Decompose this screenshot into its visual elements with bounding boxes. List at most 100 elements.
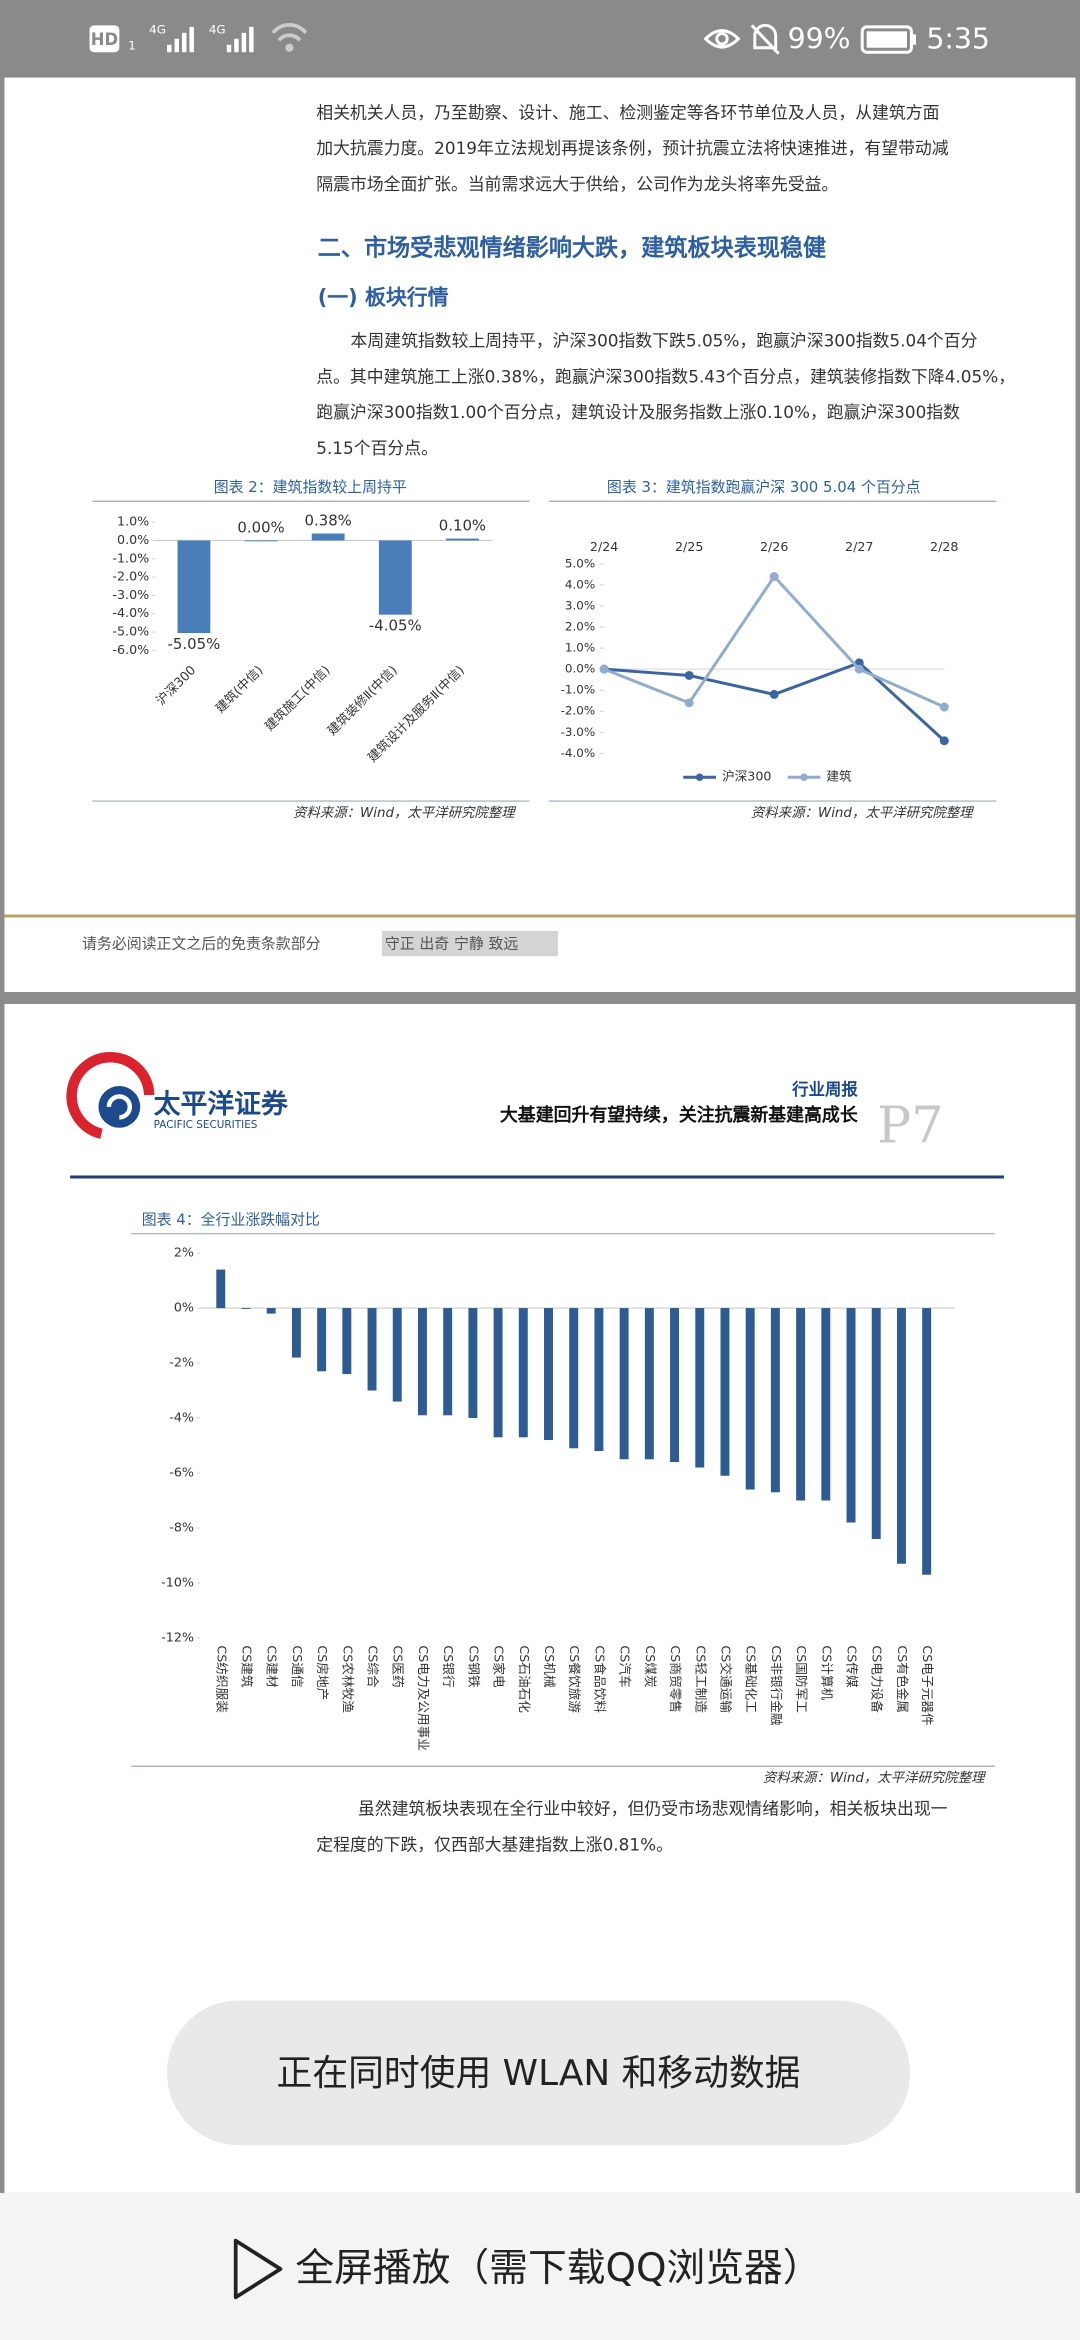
bar [821, 1308, 831, 1501]
legend-swatch [800, 773, 808, 781]
report-title: 大基建回升有望持续，关注抗震新基建高成长 [500, 1104, 858, 1126]
y-tick-label: -2% [169, 1355, 194, 1370]
paragraph-line: 跑赢沪深300指数1.00个百分点，建筑设计及服务指数上涨0.10%，跑赢沪深3… [316, 402, 960, 422]
bar [720, 1308, 730, 1476]
bottom-bar [0, 2192, 1080, 2340]
motto-highlight [381, 930, 558, 957]
y-tick-label: -3.0% [561, 725, 596, 739]
logo-icon [66, 1052, 155, 1139]
eye-icon [703, 29, 741, 49]
legend-label: 建筑 [826, 769, 852, 784]
x-tick-label: 2/25 [675, 539, 703, 554]
data-label: 0.38% [304, 512, 351, 530]
y-tick-label: 4.0% [565, 577, 595, 591]
x-tick-label: 2/28 [930, 539, 958, 554]
signal-label: 4G [149, 22, 166, 36]
report-type: 行业周报 [791, 1080, 858, 1099]
clock: 5:35 [926, 22, 990, 55]
bar [796, 1308, 806, 1501]
paragraph-line: 隔震市场全面扩张。当前需求远大于供给，公司作为龙头将率先受益。 [316, 174, 838, 194]
y-tick-label: 1.0% [565, 641, 595, 655]
y-tick-label: -10% [161, 1574, 194, 1589]
x-tick-label: CS钢铁 [466, 1645, 481, 1688]
paragraph-line: 本周建筑指数较上周持平，沪深300指数下跌5.05%，跑赢沪深300指数5.04… [351, 331, 978, 351]
series-point [769, 689, 779, 699]
y-tick-label: -12% [161, 1629, 194, 1644]
page-text: 虽然建筑板块表现在全行业中较好，但仍受市场悲观情绪影响，相关板块出现一定程度的下… [316, 1799, 947, 1855]
bar [317, 1308, 327, 1372]
x-tick-label: 2/27 [845, 539, 873, 554]
paragraph-line: 点。其中建筑施工上涨0.38%，跑赢沪深300指数5.43个百分点，建筑装修指数… [316, 366, 1015, 386]
logo-name: 太平洋证券 [154, 1088, 289, 1120]
y-tick-label: 1.0% [117, 514, 149, 529]
x-tick-label: CS商贸零售 [668, 1645, 683, 1713]
signal-label: 4G [209, 22, 226, 36]
footer-disclaimer: 请务必阅读正文之后的免责条款部分 [82, 934, 321, 952]
chart-source: 资料来源：Wind，太平洋研究院整理 [763, 1770, 986, 1786]
x-tick-label: CS汽车 [618, 1645, 633, 1687]
bar [266, 1308, 276, 1314]
bar [619, 1308, 629, 1460]
bar [291, 1308, 301, 1358]
section-heading: 二、市场受悲观情绪影响大跌，建筑板块表现稳健 [318, 235, 827, 262]
play-icon[interactable] [233, 2238, 283, 2300]
y-tick-label: -6% [169, 1465, 194, 1480]
x-tick-label: CS传媒 [845, 1645, 860, 1688]
bar [544, 1308, 553, 1441]
data-label: -5.05% [168, 635, 221, 653]
bar [770, 1308, 780, 1493]
y-tick-label: 5.0% [565, 556, 595, 570]
footer-motto: 守正 出奇 宁静 致远 [385, 934, 519, 952]
toast-text: 正在同时使用 WLAN 和移动数据 [277, 2053, 801, 2094]
legend-swatch [695, 773, 704, 781]
mute-icon [750, 23, 780, 55]
y-tick-label: 0.0% [565, 662, 595, 676]
legend-label: 沪深300 [722, 769, 771, 784]
paragraph-line: 加大抗震力度。2019年立法规划再提该条例，预计抗震立法将快速推进，有望带动减 [316, 138, 949, 158]
series-point [684, 698, 694, 708]
bar [311, 533, 345, 541]
bar [644, 1308, 654, 1460]
y-tick-label: -4.0% [561, 746, 596, 760]
bar [594, 1308, 604, 1452]
bar [468, 1308, 478, 1419]
chart-title: 图表 3：建筑指数跑赢沪深 300 5.04 个百分点 [607, 478, 921, 496]
y-tick-label: -6.0% [112, 642, 149, 657]
x-tick-label: CS建筑 [239, 1645, 254, 1688]
x-tick-label: CS医药 [391, 1645, 406, 1687]
x-tick-label: CS轻工制造 [693, 1645, 708, 1713]
battery-percent: 99% [788, 22, 851, 55]
status-bar [0, 0, 1080, 78]
bar [443, 1308, 453, 1416]
bar [896, 1308, 906, 1564]
fullscreen-play-button[interactable]: 全屏播放（需下载QQ浏览器） [295, 2246, 821, 2291]
chart-source: 资料来源：Wind，太平洋研究院整理 [751, 805, 974, 821]
x-tick-label: CS农林牧渔 [340, 1645, 355, 1713]
document-page [4, 77, 1076, 993]
y-tick-label: 0.0% [117, 532, 149, 547]
data-label: 0.10% [439, 517, 486, 535]
paragraph-line: 定程度的下跌，仅西部大基建指数上涨0.81%。 [316, 1834, 673, 1854]
x-tick-label: CS交通运输 [718, 1645, 733, 1713]
x-tick-label: CS电子元器件 [920, 1645, 935, 1725]
y-tick-label: -5.0% [112, 624, 149, 639]
x-tick-label: CS纺织服装 [214, 1645, 229, 1713]
y-tick-label: 0% [174, 1300, 194, 1315]
bar [871, 1308, 881, 1540]
x-tick-label: CS电力设备 [870, 1645, 885, 1713]
x-tick-label: CS餐饮旅游 [567, 1645, 582, 1713]
y-tick-label: -4.0% [112, 605, 149, 620]
x-tick-label: 2/26 [760, 539, 788, 554]
x-tick-label: CS银行 [441, 1645, 456, 1688]
x-tick-label: CS基础化工 [744, 1645, 759, 1713]
x-tick-label: CS国防军工 [794, 1645, 809, 1713]
bar [417, 1308, 427, 1416]
series-point [854, 664, 864, 674]
x-tick-label: 2/24 [590, 539, 618, 554]
bar [518, 1308, 528, 1438]
y-tick-label: -1.0% [112, 550, 149, 565]
page-text: 相关机关人员，乃至勘察、设计、施工、检测鉴定等各环节单位及人员，从建筑方面加大抗… [316, 102, 1015, 458]
y-tick-label: -2.0% [561, 704, 596, 718]
x-tick-label: CS综合 [366, 1645, 381, 1688]
